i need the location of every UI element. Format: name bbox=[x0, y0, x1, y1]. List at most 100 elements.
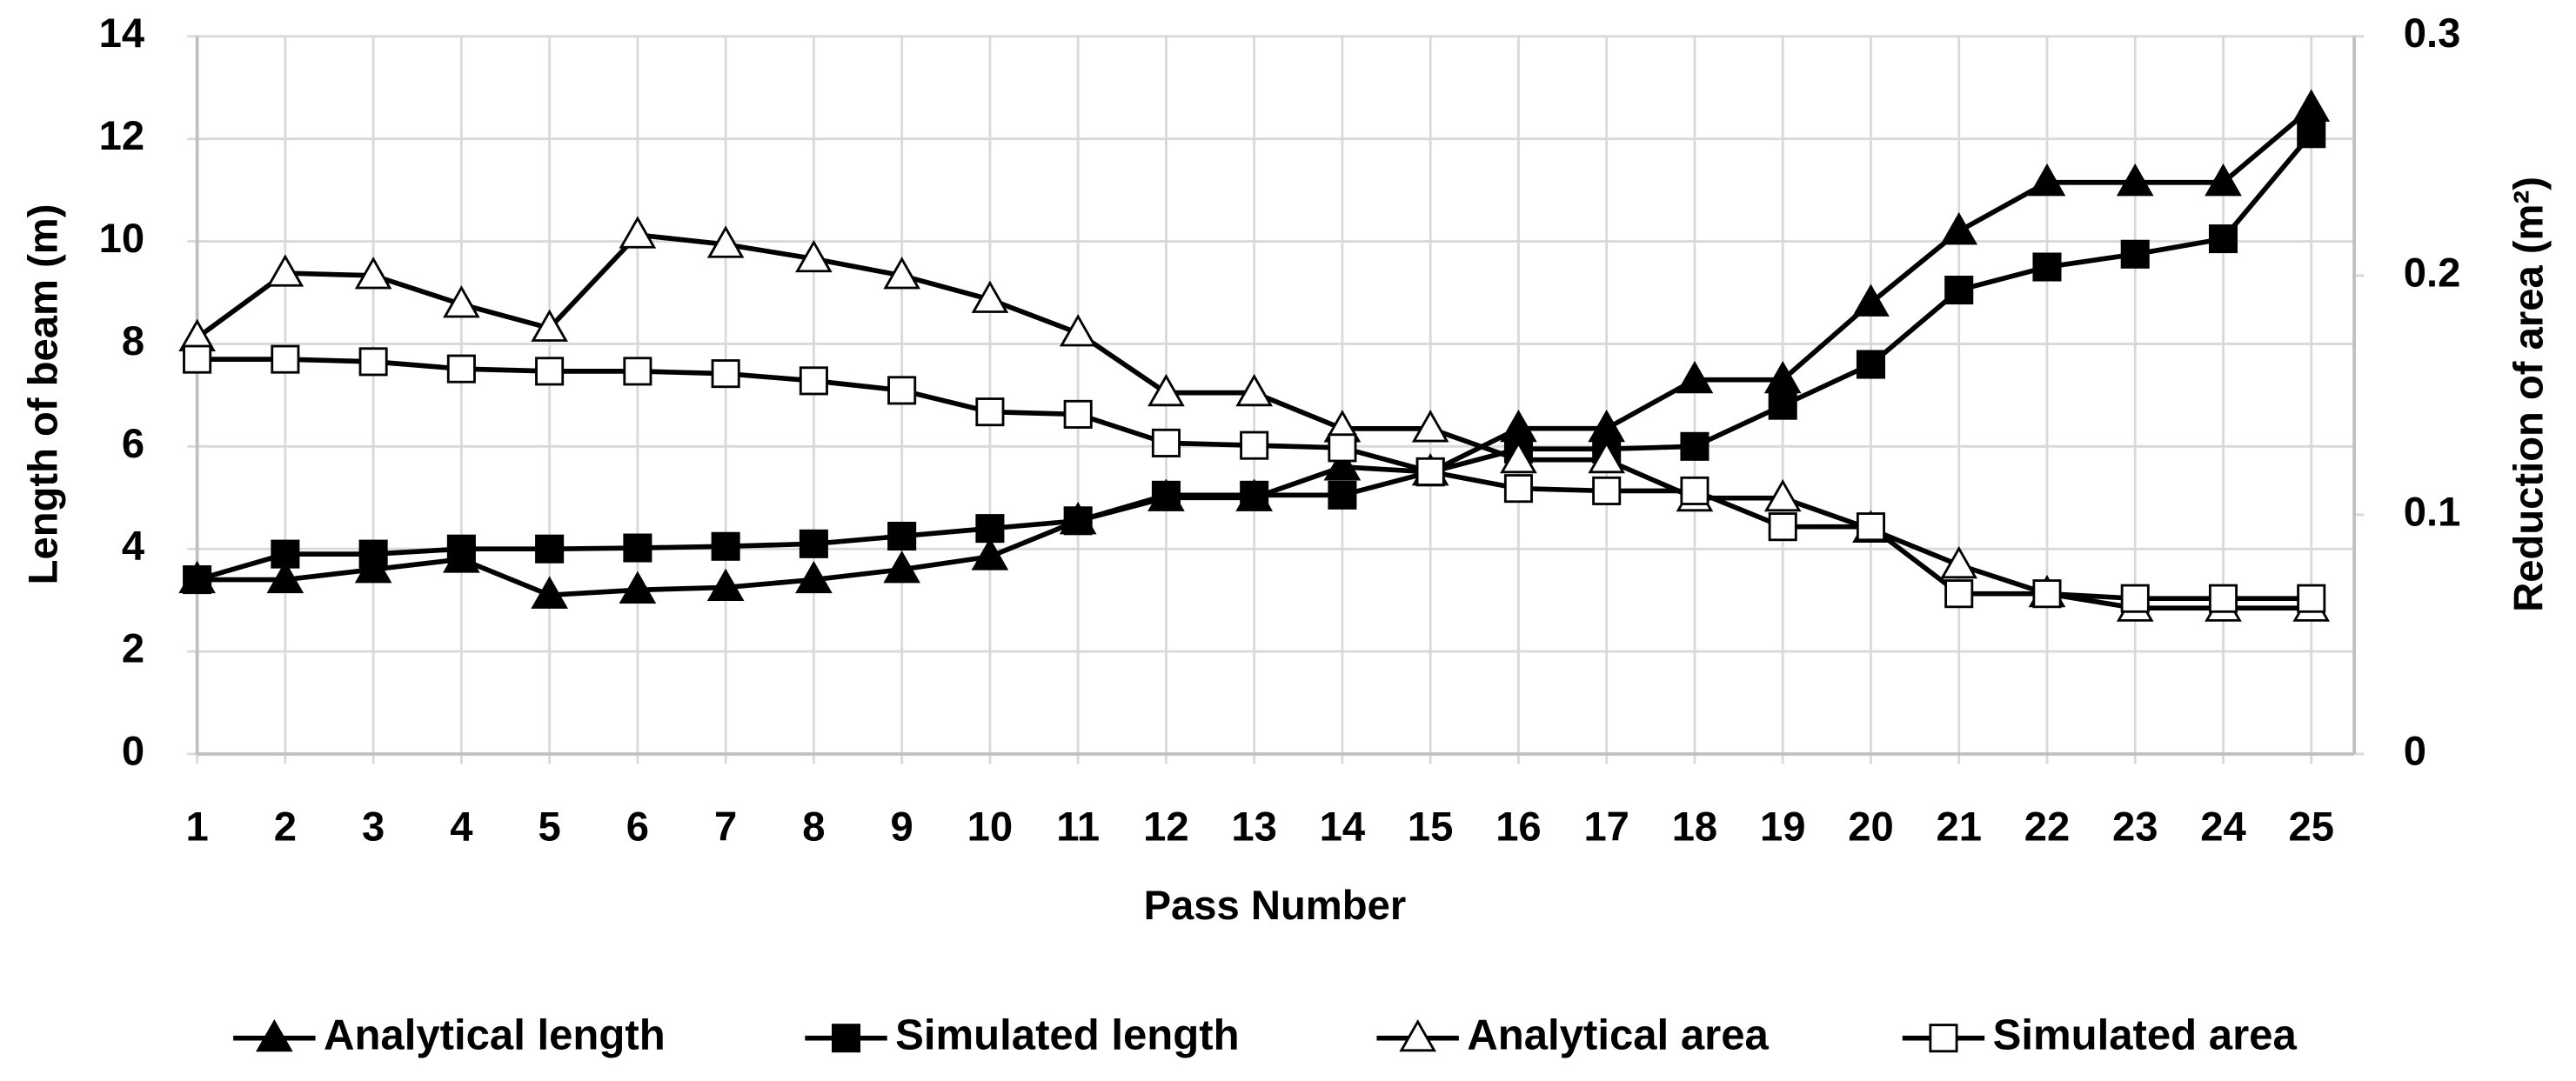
data-point bbox=[2032, 579, 2062, 609]
data-point bbox=[2292, 89, 2331, 122]
data-point bbox=[271, 539, 300, 569]
data-point bbox=[271, 344, 300, 374]
data-point bbox=[1768, 512, 1797, 542]
data-point bbox=[971, 280, 1009, 313]
x-tick-label: 14 bbox=[1320, 804, 1366, 850]
data-point bbox=[2205, 163, 2242, 197]
data-point bbox=[1940, 212, 1978, 245]
x-tick-label: 20 bbox=[1848, 804, 1894, 850]
x-tick-label: 4 bbox=[450, 804, 472, 850]
legend-marker bbox=[831, 1024, 861, 1053]
legend-label: Analytical area bbox=[1467, 1012, 1769, 1059]
data-point bbox=[446, 534, 476, 564]
data-point bbox=[1852, 284, 1890, 317]
y-tick-label: 0 bbox=[122, 728, 144, 774]
x-tick-label: 19 bbox=[1760, 804, 1805, 850]
x-tick-label: 3 bbox=[362, 804, 385, 850]
data-point bbox=[1944, 579, 1974, 609]
data-point bbox=[1944, 276, 1974, 305]
data-point bbox=[883, 551, 920, 584]
data-point bbox=[2208, 584, 2238, 613]
data-point bbox=[358, 539, 388, 569]
data-point bbox=[1328, 433, 1357, 463]
data-point bbox=[1328, 480, 1357, 510]
data-point bbox=[623, 357, 652, 386]
legend-marker bbox=[1929, 1024, 1958, 1053]
data-point bbox=[711, 359, 740, 389]
data-point bbox=[2032, 252, 2062, 282]
data-point bbox=[619, 571, 657, 604]
data-point bbox=[1240, 430, 1269, 460]
data-point bbox=[266, 254, 304, 287]
data-point bbox=[1680, 431, 1710, 461]
x-tick-label: 7 bbox=[714, 804, 737, 850]
x-tick-label: 5 bbox=[539, 804, 561, 850]
data-point bbox=[1147, 373, 1185, 407]
data-point bbox=[975, 514, 1005, 544]
data-point bbox=[1940, 545, 1978, 579]
data-point bbox=[883, 257, 920, 290]
data-point bbox=[887, 521, 917, 551]
data-point bbox=[1503, 474, 1533, 504]
data-point bbox=[443, 285, 480, 318]
legend-label: Simulated area bbox=[1993, 1012, 2298, 1059]
x-tick-label: 11 bbox=[1056, 804, 1100, 850]
data-point bbox=[535, 534, 565, 564]
x-tick-label: 9 bbox=[891, 804, 913, 850]
x-tick-label: 2 bbox=[274, 804, 297, 850]
data-point bbox=[623, 533, 652, 563]
x-tick-label: 25 bbox=[2288, 804, 2334, 850]
data-point bbox=[2028, 163, 2066, 197]
data-point bbox=[619, 216, 657, 249]
data-point bbox=[183, 565, 212, 595]
y-axis-title: Length of beam (m) bbox=[20, 204, 66, 585]
data-point bbox=[799, 529, 828, 558]
data-point bbox=[1592, 476, 1622, 505]
y2-tick-label: 0 bbox=[2404, 728, 2426, 774]
data-point bbox=[1768, 390, 1797, 420]
data-point bbox=[2297, 119, 2326, 149]
y2-tick-label: 0.2 bbox=[2404, 250, 2461, 296]
legend-marker bbox=[256, 1018, 293, 1052]
data-point bbox=[2116, 163, 2154, 197]
y-tick-label: 8 bbox=[122, 318, 144, 364]
data-point bbox=[971, 537, 1009, 571]
x-tick-label: 23 bbox=[2112, 804, 2158, 850]
data-point bbox=[531, 309, 568, 342]
data-point bbox=[706, 225, 745, 258]
x-tick-label: 21 bbox=[1936, 804, 1982, 850]
data-point bbox=[1063, 399, 1093, 429]
data-point bbox=[535, 357, 565, 386]
y2-tick-label: 0.1 bbox=[2404, 489, 2461, 535]
data-point bbox=[795, 560, 833, 594]
x-tick-label: 18 bbox=[1672, 804, 1718, 850]
x-tick-label: 17 bbox=[1583, 804, 1629, 850]
x-tick-label: 15 bbox=[1408, 804, 1454, 850]
data-point bbox=[531, 576, 568, 609]
data-point bbox=[2120, 584, 2150, 613]
legend-marker bbox=[1399, 1018, 1437, 1052]
data-point bbox=[1856, 350, 1885, 379]
data-point bbox=[1063, 506, 1093, 536]
x-axis-title: Pass Number bbox=[1144, 883, 1407, 929]
data-point bbox=[446, 354, 476, 384]
data-point bbox=[358, 347, 388, 377]
x-tick-label: 10 bbox=[967, 804, 1014, 850]
x-tick-label: 8 bbox=[802, 804, 825, 850]
y-tick-label: 14 bbox=[99, 10, 145, 57]
data-point bbox=[1151, 480, 1181, 510]
data-point bbox=[1235, 373, 1273, 407]
data-point bbox=[354, 257, 392, 290]
y-tick-label: 12 bbox=[99, 113, 145, 159]
x-tick-label: 24 bbox=[2200, 804, 2246, 850]
data-point bbox=[1856, 512, 1885, 542]
data-point bbox=[1676, 360, 1714, 394]
x-tick-label: 1 bbox=[185, 804, 208, 850]
data-point bbox=[1415, 457, 1445, 486]
y-tick-label: 4 bbox=[122, 524, 144, 570]
data-point bbox=[183, 344, 212, 374]
data-point bbox=[1588, 440, 1626, 474]
legend-label: Simulated length bbox=[895, 1012, 1239, 1059]
legend-label: Analytical length bbox=[324, 1012, 666, 1059]
